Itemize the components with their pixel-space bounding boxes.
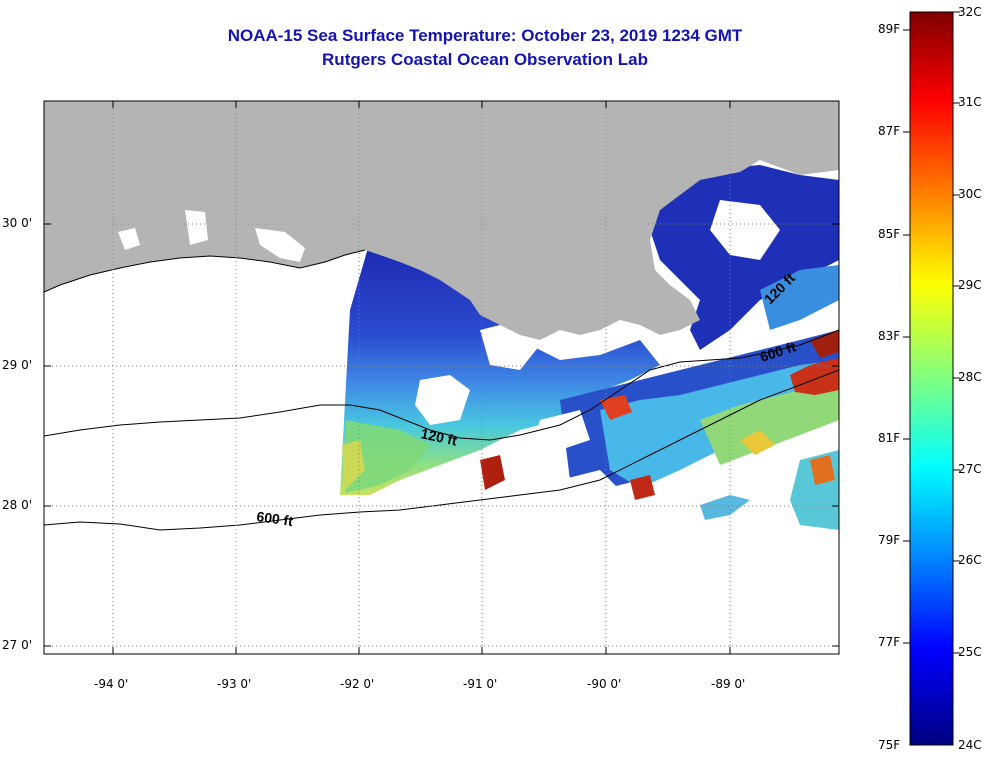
colorbar-label-c: 30C bbox=[958, 187, 982, 201]
colorbar bbox=[909, 11, 954, 746]
inland-water bbox=[118, 210, 305, 262]
lon-label: -92 0' bbox=[340, 677, 375, 691]
contour-label-600ft-west: 600 ft bbox=[256, 508, 295, 529]
colorbar-label-c: 25C bbox=[958, 645, 982, 659]
nodata-gaps bbox=[415, 320, 780, 505]
colorbar-label-f: 89F bbox=[878, 22, 901, 36]
land-mass bbox=[44, 101, 839, 340]
colorbar-label-c: 24C bbox=[958, 738, 982, 752]
colorbar-ticks bbox=[903, 11, 960, 654]
map-title: NOAA-15 Sea Surface Temperature: October… bbox=[227, 26, 743, 45]
lon-label: -94 0' bbox=[94, 677, 129, 691]
coastline bbox=[44, 249, 366, 293]
colorbar-label-c: 29C bbox=[958, 278, 982, 292]
lon-label: -93 0' bbox=[217, 677, 252, 691]
axis-ticks bbox=[44, 101, 839, 654]
lat-label: 30 0' bbox=[2, 216, 33, 230]
lon-label: -90 0' bbox=[587, 677, 622, 691]
colorbar-label-f: 87F bbox=[878, 124, 901, 138]
graticule bbox=[44, 101, 839, 654]
contour-label-120ft-west: 120 ft bbox=[419, 425, 458, 448]
colorbar-label-f: 79F bbox=[878, 533, 901, 547]
colorbar-label-f: 83F bbox=[878, 329, 901, 343]
lon-label: -91 0' bbox=[463, 677, 498, 691]
lat-label: 27 0' bbox=[2, 638, 33, 652]
colorbar-label-c: 32C bbox=[958, 5, 982, 19]
lat-label: 28 0' bbox=[2, 498, 33, 512]
lon-label: -89 0' bbox=[711, 677, 746, 691]
colorbar-label-f: 85F bbox=[878, 227, 901, 241]
colorbar-label-f: 75F bbox=[878, 738, 901, 752]
colorbar-label-f: 77F bbox=[878, 635, 901, 649]
lat-label: 29 0' bbox=[2, 358, 33, 372]
map-subtitle: Rutgers Coastal Ocean Observation Lab bbox=[322, 50, 648, 69]
depth-contours bbox=[44, 329, 839, 531]
colorbar-label-c: 31C bbox=[958, 95, 982, 109]
colorbar-label-f: 81F bbox=[878, 431, 901, 445]
colorbar-label-c: 28C bbox=[958, 370, 982, 384]
colorbar-label-c: 26C bbox=[958, 553, 982, 567]
colorbar-label-c: 27C bbox=[958, 462, 982, 476]
map-frame bbox=[43, 100, 840, 655]
